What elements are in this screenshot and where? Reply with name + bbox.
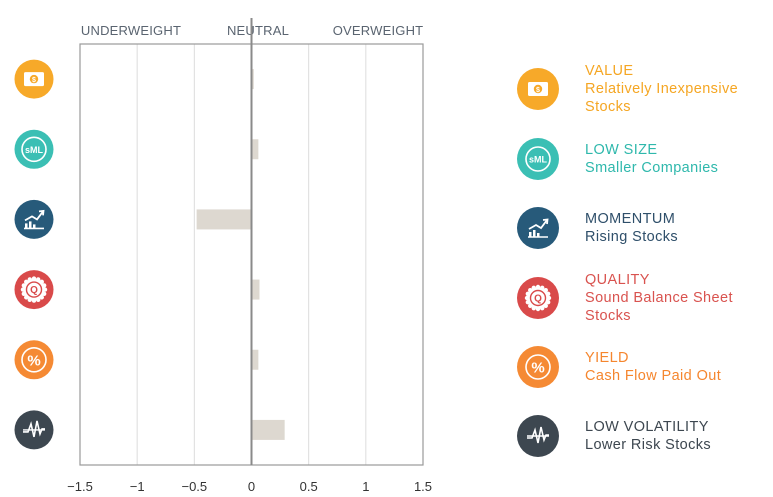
legend-title: QUALITY [585,272,650,288]
svg-text:$: $ [536,87,540,94]
dollar-bill-icon: $ [14,59,54,99]
legend-subtitle: Stocks [585,99,631,115]
legend-title: VALUE [585,63,634,79]
percent-icon: % [14,340,54,380]
legend-subtitle: Smaller Companies [585,160,719,176]
legend-text: LOW SIZE Smaller Companies [585,141,718,177]
legend-title: MOMENTUM [585,211,676,227]
volatility-line-icon [14,410,54,450]
rising-chart-icon [14,199,54,239]
legend-item-momentum: MOMENTUM Rising Stocks [517,198,767,258]
bar-low-size [251,139,259,160]
legend-text: VALUE Relatively Inexpensive Stocks [585,62,738,116]
svg-text:sML: sML [529,155,548,165]
bar-low-volatility [251,419,285,440]
legend-item-quality: Q QUALITY Sound Balance Sheet Stocks [517,268,767,328]
legend-subtitle: Relatively Inexpensive [585,81,739,97]
legend-subtitle: Stocks [585,308,631,324]
sml-icon: sML [517,138,559,180]
x-tick-label: −1.5 [67,479,93,494]
svg-text:Q: Q [30,285,38,296]
bar-yield [251,349,259,370]
rising-chart-icon [517,207,559,249]
legend-title: YIELD [585,350,629,366]
x-tick-label: 0.5 [300,479,318,494]
legend-text: YIELD Cash Flow Paid Out [585,349,721,385]
legend-title: LOW SIZE [585,142,658,158]
x-tick-label: −1 [130,479,145,494]
x-tick-label: 0 [248,479,255,494]
legend-subtitle: Cash Flow Paid Out [585,368,722,384]
sml-icon: sML [14,129,54,169]
quality-seal-icon: Q [14,270,54,310]
bar-momentum [196,209,252,230]
legend-subtitle: Lower Risk Stocks [585,437,712,453]
x-tick-label: 1.5 [414,479,432,494]
legend-subtitle: Rising Stocks [585,229,679,245]
svg-text:%: % [27,352,40,369]
legend-text: LOW VOLATILITY Lower Risk Stocks [585,418,711,454]
svg-text:%: % [531,360,544,377]
legend-item-low-volatility: LOW VOLATILITY Lower Risk Stocks [517,406,767,466]
svg-text:$: $ [32,77,36,84]
legend-item-yield: % YIELD Cash Flow Paid Out [517,337,767,397]
svg-text:Q: Q [534,294,542,305]
legend-item-value: $ VALUE Relatively Inexpensive Stocks [517,59,767,119]
bar-value [251,69,254,90]
volatility-line-icon [517,415,559,457]
percent-icon: % [517,346,559,388]
dollar-bill-icon: $ [517,68,559,110]
x-tick-label: −0.5 [181,479,207,494]
neutral-header: NEUTRAL [226,23,290,38]
legend-text: QUALITY Sound Balance Sheet Stocks [585,271,733,325]
legend-text: MOMENTUM Rising Stocks [585,210,678,246]
legend-title: LOW VOLATILITY [585,419,709,435]
quality-seal-icon: Q [517,277,559,319]
bar-quality [251,279,260,300]
underweight-header: UNDERWEIGHT [80,23,182,38]
legend-item-low-size: sML LOW SIZE Smaller Companies [517,129,767,189]
svg-text:sML: sML [25,145,44,155]
legend-subtitle: Sound Balance Sheet [585,290,733,306]
x-tick-label: 1 [362,479,369,494]
overweight-header: OVERWEIGHT [332,23,424,38]
